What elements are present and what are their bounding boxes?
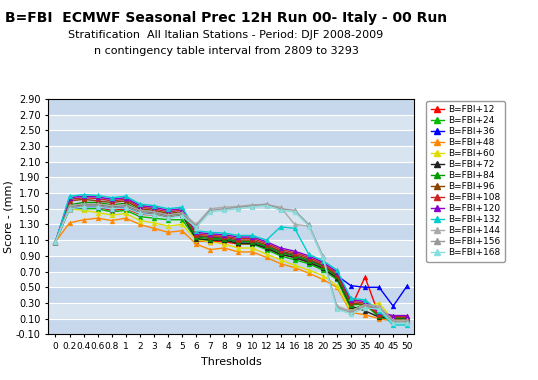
Bar [48,225,414,240]
Bar [48,146,414,162]
Bar [48,256,414,272]
Y-axis label: Score - (mm): Score - (mm) [3,180,13,253]
Bar [48,177,414,193]
Bar [48,114,414,130]
Bar [48,287,414,303]
Bar [48,303,414,319]
Bar [48,162,414,177]
Bar [48,272,414,287]
Text: B=FBI  ECMWF Seasonal Prec 12H Run 00- Italy - 00 Run: B=FBI ECMWF Seasonal Prec 12H Run 00- It… [5,11,447,25]
Bar [48,209,414,225]
Bar [48,99,414,114]
X-axis label: Thresholds: Thresholds [201,356,261,367]
Bar [48,193,414,209]
Bar [48,319,414,334]
Legend: B=FBI+12, B=FBI+24, B=FBI+36, B=FBI+48, B=FBI+60, B=FBI+72, B=FBI+84, B=FBI+96, : B=FBI+12, B=FBI+24, B=FBI+36, B=FBI+48, … [426,101,505,262]
Text: Stratification  All Italian Stations - Period: DJF 2008-2009: Stratification All Italian Stations - Pe… [68,30,384,40]
Bar [48,240,414,256]
Bar [48,130,414,146]
Text: n contingency table interval from 2809 to 3293: n contingency table interval from 2809 t… [94,46,358,55]
